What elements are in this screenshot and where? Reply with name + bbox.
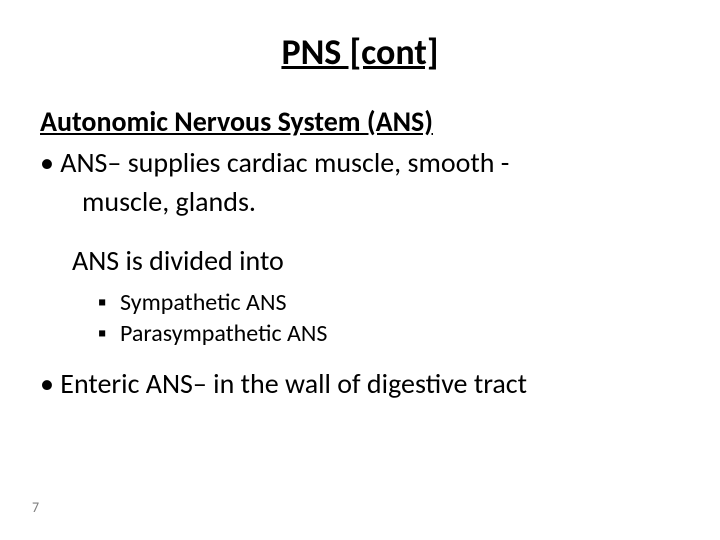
section-subheading: Autonomic Nervous System (ANS) <box>40 104 680 139</box>
slide-title: PNS [cont] <box>40 30 680 74</box>
bullet-parasympathetic-text: Parasympathetic ANS <box>120 319 327 348</box>
bullet-sympathetic-text: Sympathetic ANS <box>120 288 286 317</box>
square-bullet-icon: ▪ <box>98 288 120 317</box>
spacer <box>40 350 680 366</box>
bullet-enteric: • Enteric ANS– in the wall of digestive … <box>40 366 680 401</box>
bullet-ans-supplies-l2: muscle, glands. <box>82 184 680 219</box>
square-bullet-icon: ▪ <box>98 319 120 348</box>
bullet-ans-supplies-l1: • ANS– supplies cardiac muscle, smooth - <box>40 145 680 180</box>
bullet-sympathetic: ▪Sympathetic ANS <box>98 288 680 317</box>
bullet-ans-divided: ANS is divided into <box>72 243 680 278</box>
page-number: 7 <box>32 499 39 516</box>
bullet-parasympathetic: ▪Parasympathetic ANS <box>98 319 680 348</box>
slide: PNS [cont] Autonomic Nervous System (ANS… <box>0 0 720 540</box>
